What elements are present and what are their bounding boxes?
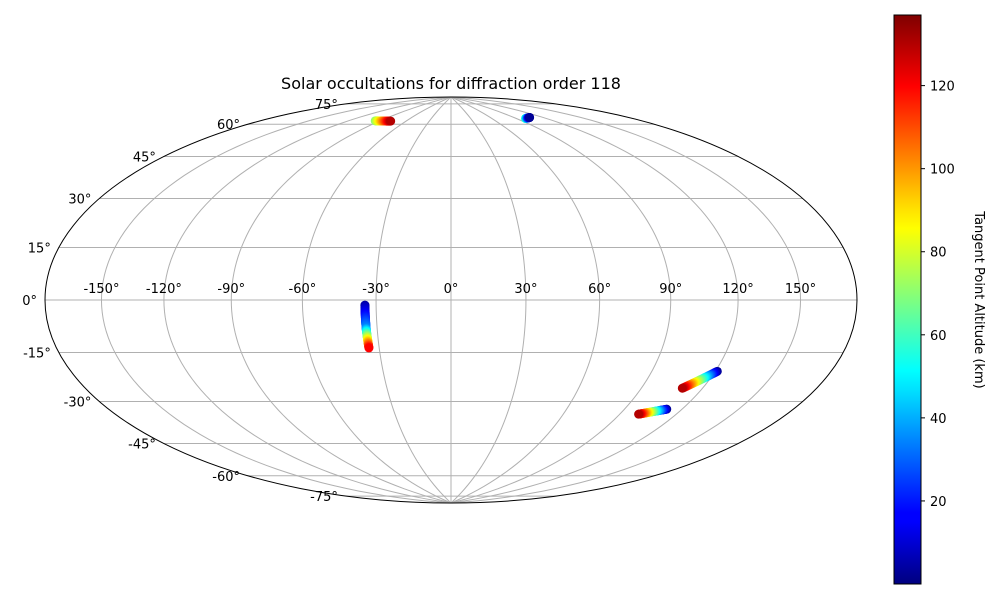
colorbar-label: Tangent Point Altitude (km) <box>971 210 986 388</box>
latitude-tick-label: -30° <box>64 396 92 411</box>
longitude-tick-label: 120° <box>722 282 753 297</box>
latitude-tick-label: 75° <box>315 98 338 113</box>
colorbar-tick-label: 40 <box>930 412 947 427</box>
latitude-tick-label: -15° <box>23 347 51 362</box>
latitude-tick-label: -45° <box>128 438 156 453</box>
latitude-tick-label: 45° <box>133 150 156 165</box>
data-points <box>360 112 722 419</box>
latitude-tick-label: -75° <box>310 490 338 505</box>
latitude-tick-label: -60° <box>212 470 240 485</box>
map-plot: -150° -120° -90° -60° -30° 0° 30° 60° 90° 120° 150… <box>22 96 858 505</box>
colorbar-tick-label: 120 <box>930 80 955 95</box>
data-point <box>364 343 374 353</box>
latitude-tick-label: 60° <box>217 118 240 133</box>
data-point <box>634 409 644 419</box>
longitude-tick-label: -120° <box>146 282 182 297</box>
colorbar-scale <box>893 14 922 585</box>
longitude-tick-label: 150° <box>785 282 816 297</box>
grid-lines <box>45 97 857 503</box>
colorbar-tick-label: 60 <box>930 329 947 344</box>
data-point <box>386 116 396 126</box>
longitude-tick-labels: -150° -120° -90° -60° -30° 0° 30° 60° 90° 120° 150… <box>83 282 816 297</box>
longitude-tick-label: -90° <box>217 282 245 297</box>
longitude-tick-label: -150° <box>83 282 119 297</box>
latitude-tick-labels: -75° -60° -45° -30° -15° 0° 15° 30° 45° 60° 75° <box>22 98 338 505</box>
latitude-tick-label: 30° <box>68 193 91 208</box>
longitude-tick-label: 90° <box>659 282 682 297</box>
colorbar-tick-label: 20 <box>930 495 947 510</box>
map-boundary <box>44 96 858 504</box>
colorbar-tick-label: 100 <box>930 163 955 178</box>
longitude-tick-label: -60° <box>289 282 317 297</box>
longitude-tick-label: 0° <box>444 282 459 297</box>
data-point <box>677 383 687 393</box>
chart-title: Solar occultations for diffraction order… <box>281 74 621 93</box>
longitude-tick-label: 60° <box>588 282 611 297</box>
longitude-tick-label: 30° <box>514 282 537 297</box>
longitude-tick-label: -30° <box>362 282 390 297</box>
data-point <box>525 112 535 122</box>
latitude-tick-label: 0° <box>22 294 37 309</box>
latitude-tick-label: 15° <box>28 241 51 256</box>
colorbar-ticks: 20 40 60 80 100 120 <box>921 80 955 510</box>
colorbar: 20 40 60 80 100 120 Tangent Point Altitude (k… <box>893 14 986 585</box>
colorbar-tick-label: 80 <box>930 246 947 261</box>
